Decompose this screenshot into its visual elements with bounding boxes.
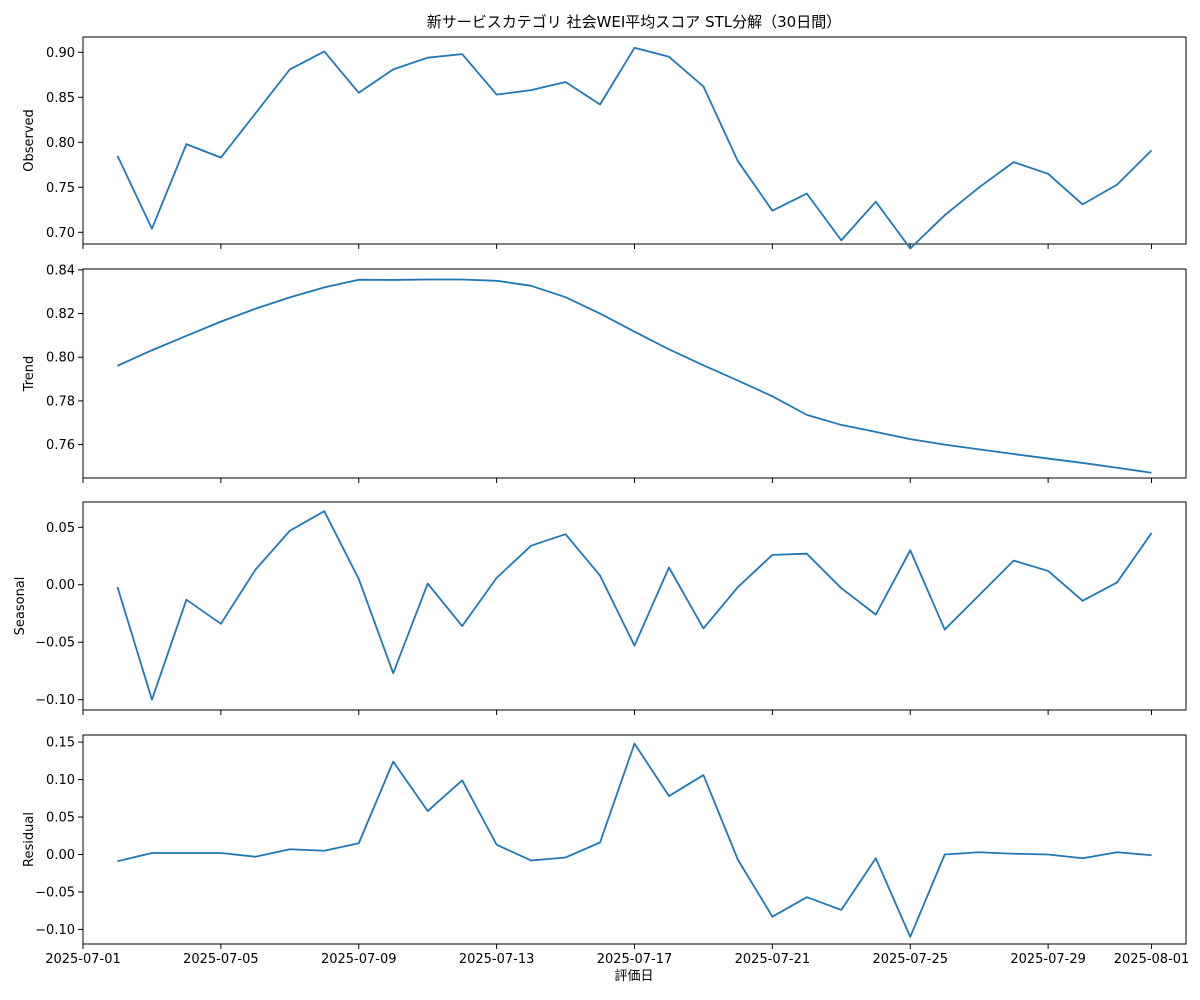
y-tick-label: 0.80 xyxy=(46,351,75,366)
series-line-trend xyxy=(117,278,1152,474)
x-tick-label: 2025-07-05 xyxy=(183,952,259,967)
y-tick-label: 0.70 xyxy=(46,226,75,241)
y-tick-label: −0.10 xyxy=(35,693,75,708)
y-tick-label: 0.78 xyxy=(46,394,75,409)
plot-frame xyxy=(82,36,1187,245)
panel-trend: 0.76 0.78 0.80 0.82 0.84 Trend xyxy=(22,263,1187,483)
x-tick-label: 2025-07-09 xyxy=(321,952,397,967)
plot-frame xyxy=(82,501,1187,711)
y-axis-label: Trend xyxy=(22,356,37,393)
y-tick-label: −0.05 xyxy=(35,636,75,651)
y-tick-label: −0.10 xyxy=(35,923,75,938)
y-tick-label: 0.76 xyxy=(46,438,75,453)
y-tick-label: 0.05 xyxy=(46,521,75,536)
y-tick-label: 0.00 xyxy=(46,578,75,593)
panel-residual: −0.10 −0.05 0.00 0.05 0.10 0.15 2025-07-01 2025… xyxy=(22,734,1190,967)
series-line-residual xyxy=(117,742,1152,938)
plot-frame xyxy=(82,268,1187,479)
y-axis-label: Residual xyxy=(22,812,37,867)
y-axis-label: Seasonal xyxy=(13,577,28,636)
x-tick-label: 2025-07-13 xyxy=(459,952,535,967)
panels-group: 0.70 0.75 0.80 0.85 0.90 Observed 0.76 0.78 0.80… xyxy=(13,36,1190,967)
series-line-observed xyxy=(116,46,1153,250)
y-tick-label: 0.82 xyxy=(46,307,75,322)
y-tick-label: 0.05 xyxy=(46,811,75,826)
y-axis-label: Observed xyxy=(22,109,37,172)
x-tick-label: 2025-07-21 xyxy=(735,952,811,967)
x-tick-label: 2025-08-01 xyxy=(1114,952,1190,967)
plot-frame xyxy=(82,734,1187,945)
x-tick-label: 2025-07-17 xyxy=(597,952,673,967)
y-tick-label: 0.80 xyxy=(46,136,75,151)
y-tick-label: 0.75 xyxy=(46,181,75,196)
panel-observed: 0.70 0.75 0.80 0.85 0.90 Observed xyxy=(22,36,1187,250)
y-tick-label: 0.84 xyxy=(46,263,75,278)
y-tick-label: 0.90 xyxy=(46,46,75,61)
y-tick-label: 0.10 xyxy=(46,773,75,788)
y-tick-label: 0.85 xyxy=(46,91,75,106)
y-tick-label: 0.00 xyxy=(46,848,75,863)
panel-seasonal: −0.10 −0.05 0.00 0.05 Seasonal xyxy=(13,501,1187,715)
series-line-seasonal xyxy=(116,510,1153,701)
x-tick-label: 2025-07-29 xyxy=(1010,952,1086,967)
y-tick-label: −0.05 xyxy=(35,885,75,900)
x-axis-label: 評価日 xyxy=(614,969,653,984)
x-tick-label: 2025-07-01 xyxy=(45,952,121,967)
chart-title: 新サービスカテゴリ 社会WEI平均スコア STL分解（30日間） xyxy=(427,13,841,31)
y-tick-label: 0.15 xyxy=(46,736,75,751)
x-tick-label: 2025-07-25 xyxy=(872,952,948,967)
